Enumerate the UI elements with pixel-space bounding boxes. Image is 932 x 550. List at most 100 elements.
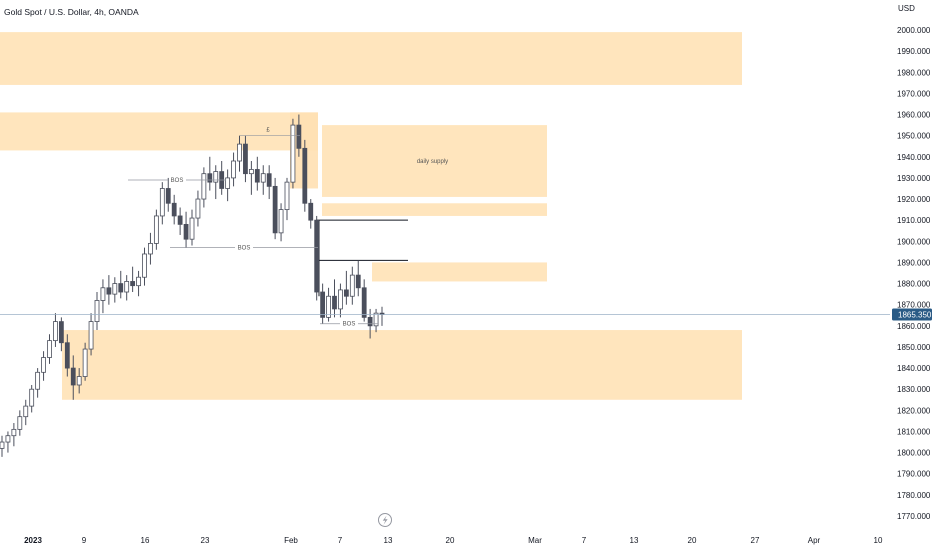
candle: [124, 281, 130, 293]
x-tick-label: 27: [751, 536, 760, 545]
candle: [278, 209, 284, 234]
candle: [367, 316, 373, 327]
y-tick-label: 1900.000: [897, 237, 931, 246]
x-tick-label: 2023: [24, 536, 42, 545]
candle: [189, 217, 195, 240]
candle: [76, 376, 82, 386]
candle: [100, 287, 106, 301]
supply-demand-zones: daily supply: [0, 32, 742, 400]
y-tick-label: 1800.000: [897, 449, 931, 458]
candle: [0, 441, 5, 449]
candle: [302, 147, 308, 204]
y-tick-label: 1780.000: [897, 491, 931, 500]
x-tick-label: 16: [141, 536, 150, 545]
candle: [23, 405, 29, 418]
annotations: BOS BOS BOS £: [128, 128, 378, 328]
candle: [308, 202, 314, 221]
candle: [332, 295, 337, 310]
replay-icon[interactable]: [378, 513, 392, 527]
y-tick-label: 1920.000: [897, 195, 931, 204]
y-tick-label: 1960.000: [897, 111, 931, 120]
candle: [284, 181, 290, 211]
candle: [231, 160, 236, 179]
zone: [322, 125, 547, 197]
candle: [314, 219, 320, 293]
level-lines: [316, 219, 408, 297]
chart-title: Gold Spot / U.S. Dollar, 4h, OANDA: [4, 7, 139, 17]
candle: [5, 435, 11, 443]
x-tick-label: Apr: [808, 536, 821, 545]
y-tick-label: 1860.000: [897, 322, 931, 331]
y-tick-label: 1980.000: [897, 68, 931, 77]
candle: [88, 321, 94, 350]
candle: [136, 276, 141, 287]
last-price-badge: [892, 308, 932, 321]
y-tick-label: 1840.000: [897, 364, 931, 373]
candle: [225, 177, 231, 189]
y-tick-label: 1940.000: [897, 153, 931, 162]
candle: [260, 173, 266, 183]
y-tick-label: 1790.000: [897, 470, 931, 479]
candle: [118, 283, 124, 293]
x-axis[interactable]: 2023 9 16 23 Feb 7 13 20 Mar 7 13 20 27 Apr 10: [24, 536, 883, 545]
y-tick-label: 1990.000: [897, 47, 931, 56]
candle: [201, 173, 207, 200]
candle: [343, 289, 349, 297]
candle: [361, 287, 367, 318]
x-tick-label: 9: [82, 536, 87, 545]
candle: [41, 357, 46, 373]
candle: [254, 169, 260, 183]
candle: [177, 215, 183, 225]
y-axis[interactable]: USD 2000.000 1990.000 1980.000 1970.000 1960.…: [892, 4, 932, 521]
last-price-label: 1865.350: [898, 311, 932, 320]
candle: [349, 274, 355, 297]
zone-label: daily supply: [417, 159, 448, 165]
y-axis-currency: USD: [898, 4, 915, 13]
y-tick-label: 1880.000: [897, 280, 931, 289]
candle: [272, 185, 278, 234]
candle: [165, 188, 171, 204]
candle: [153, 215, 159, 244]
candle: [64, 342, 70, 369]
bos-label: BOS: [171, 178, 184, 184]
y-tick-label: 1810.000: [897, 427, 931, 436]
y-tick-label: 1770.000: [897, 512, 931, 521]
x-tick-label: 13: [630, 536, 639, 545]
candle: [142, 253, 147, 278]
candle: [373, 312, 379, 327]
candle: [35, 371, 41, 390]
candle: [171, 202, 177, 217]
y-tick-label: 1910.000: [897, 216, 931, 225]
candle: [47, 340, 52, 358]
marker-label: £: [266, 128, 270, 134]
candle: [213, 171, 219, 183]
candle: [53, 321, 58, 342]
candle: [320, 291, 326, 318]
y-tick-label: 1930.000: [897, 174, 931, 183]
candle: [70, 367, 76, 386]
candle: [355, 274, 361, 289]
x-tick-label: 13: [384, 536, 393, 545]
candle: [296, 124, 302, 149]
candle: [243, 143, 248, 175]
y-tick-label: 1970.000: [897, 89, 931, 98]
candle: [266, 173, 272, 187]
x-tick-label: 10: [874, 536, 883, 545]
candle: [58, 321, 64, 344]
candle: [17, 416, 23, 430]
y-tick-label: 2000.000: [897, 26, 931, 35]
y-tick-label: 1870.000: [897, 301, 931, 310]
candle: [106, 287, 112, 295]
candle: [82, 348, 88, 377]
candle: [326, 295, 331, 318]
candle: [183, 223, 189, 240]
x-tick-label: 20: [446, 536, 455, 545]
candle: [159, 188, 165, 217]
candles: [0, 114, 385, 457]
bos-label: BOS: [238, 246, 251, 252]
y-tick-label: 1950.000: [897, 132, 931, 141]
x-tick-label: Feb: [284, 536, 298, 545]
x-tick-label: Mar: [528, 536, 542, 545]
zone: [322, 203, 547, 216]
